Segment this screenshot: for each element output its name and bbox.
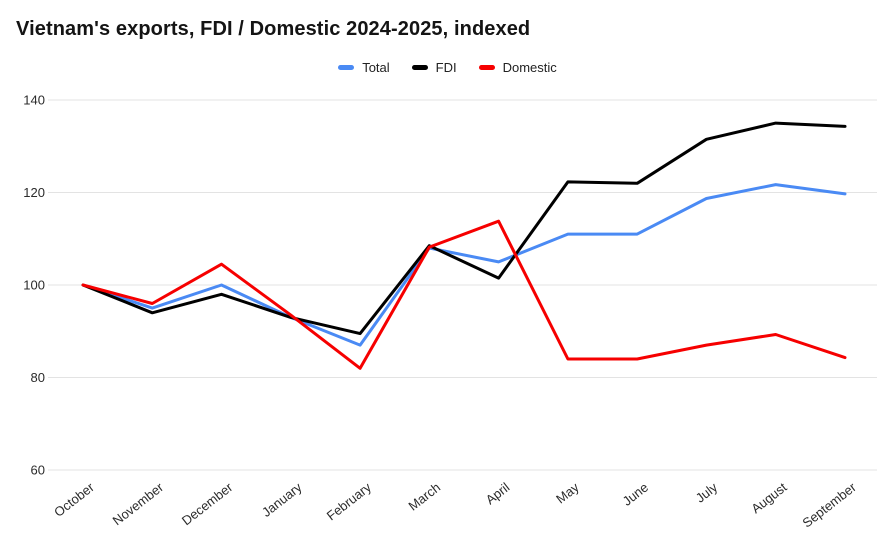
x-tick-label-february: February: [324, 479, 375, 523]
legend-label-total: Total: [362, 60, 390, 75]
x-tick-label-may: May: [553, 479, 582, 506]
x-tick-label-july: July: [693, 479, 721, 505]
legend-label-fdi: FDI: [435, 60, 457, 75]
chart-title: Vietnam's exports, FDI / Domestic 2024-2…: [16, 18, 531, 40]
legend-item-domestic: Domestic: [478, 60, 557, 75]
legend-swatch-fdi: [411, 65, 428, 70]
series-line-total: [81, 183, 847, 347]
x-tick-label-april: April: [483, 479, 513, 507]
legend: Total FDI Domestic: [0, 60, 895, 75]
legend-swatch-total: [338, 65, 355, 70]
legend-swatch-domestic: [478, 65, 495, 70]
y-tick-label-100: 100: [23, 278, 45, 293]
series-line-domestic: [81, 219, 847, 370]
y-tick-label-60: 60: [31, 463, 45, 478]
y-tick-label-120: 120: [23, 185, 45, 200]
legend-item-total: Total: [338, 60, 390, 75]
legend-label-domestic: Domestic: [502, 60, 557, 75]
x-tick-label-august: August: [748, 479, 789, 516]
legend-item-fdi: FDI: [411, 60, 457, 75]
series-line-fdi: [81, 121, 847, 336]
x-tick-label-november: November: [110, 479, 167, 528]
x-tick-label-january: January: [259, 479, 305, 520]
x-tick-label-december: December: [179, 479, 236, 528]
x-tick-label-september: September: [799, 479, 859, 530]
y-tick-label-80: 80: [31, 370, 45, 385]
x-tick-label-march: March: [405, 480, 443, 514]
x-tick-label-june: June: [620, 480, 651, 509]
x-tick-label-october: October: [51, 479, 97, 520]
y-tick-label-140: 140: [23, 93, 45, 108]
